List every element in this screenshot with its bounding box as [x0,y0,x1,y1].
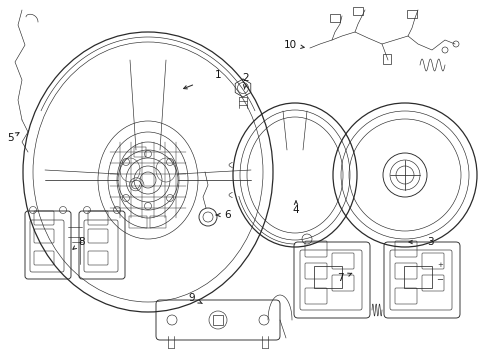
Text: 10: 10 [283,40,296,50]
Text: 5: 5 [7,133,13,143]
Text: 1: 1 [214,70,221,80]
Text: −: − [436,275,443,284]
Text: 4: 4 [292,205,299,215]
Text: +: + [436,262,442,268]
Text: 6: 6 [224,210,231,220]
Text: 7: 7 [336,273,343,283]
Text: 9: 9 [188,293,195,303]
Text: 3: 3 [426,237,432,247]
Text: 8: 8 [79,237,85,247]
Text: 2: 2 [242,73,249,83]
